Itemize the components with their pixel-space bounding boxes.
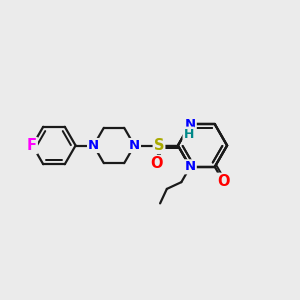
Text: S: S [154,138,164,153]
Text: N: N [184,118,196,131]
Text: N: N [184,160,196,173]
Text: H: H [184,128,194,141]
Text: O: O [217,174,230,189]
Text: F: F [27,138,37,153]
Text: N: N [88,139,99,152]
Text: N: N [129,139,140,152]
Text: O: O [151,156,163,171]
